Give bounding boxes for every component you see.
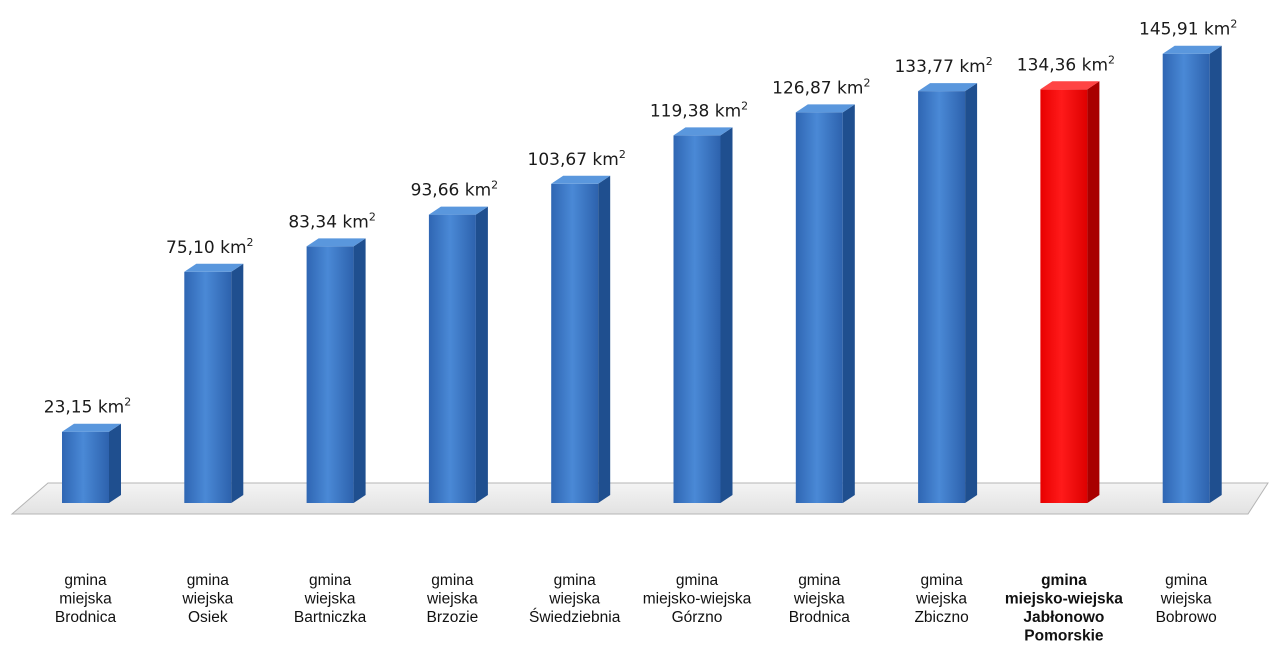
bar <box>62 431 109 503</box>
data-label: 83,34 km2 <box>288 210 375 232</box>
bar-side <box>720 127 733 503</box>
data-label: 103,67 km2 <box>528 148 626 170</box>
bar-top <box>551 175 611 184</box>
tick-label: gmina wiejska Świedziebnia <box>529 572 621 626</box>
bar-side <box>475 206 488 504</box>
bar-side <box>353 238 366 504</box>
data-label: 119,38 km2 <box>650 99 748 121</box>
tick-label: gmina miejsko-wiejska Jabłonowo Pomorskie <box>1005 572 1123 645</box>
bar-group <box>1162 45 1222 504</box>
bar-side <box>231 263 244 503</box>
tick-label: gmina miejsko-wiejska Górzno <box>643 572 752 626</box>
bar-top <box>306 238 366 247</box>
tick-label: gmina wiejska Bobrowo <box>1156 572 1217 626</box>
data-label: 145,91 km2 <box>1139 18 1237 40</box>
bar-group <box>428 206 488 504</box>
tick-label: gmina wiejska Bartniczka <box>294 572 367 626</box>
bar-group <box>795 104 855 503</box>
bar-top <box>1162 45 1222 54</box>
data-label: 93,66 km2 <box>411 179 498 201</box>
bar-top <box>1040 81 1100 90</box>
bar-top <box>673 127 733 136</box>
bar-top <box>184 263 244 272</box>
bar-side <box>1209 45 1222 504</box>
bar-group <box>918 83 978 504</box>
bar-side <box>1087 81 1100 504</box>
bar-group <box>551 175 611 504</box>
bar <box>184 271 232 503</box>
bar <box>428 214 476 504</box>
bar <box>551 183 599 504</box>
bar-group <box>62 423 121 503</box>
tick-label: gmina wiejska Brodnica <box>789 572 851 626</box>
data-label: 134,36 km2 <box>1017 53 1115 75</box>
bar <box>918 91 966 504</box>
bar-side <box>842 104 855 503</box>
bar-top <box>795 104 855 113</box>
bar-top <box>428 206 488 215</box>
bar-group <box>673 127 733 503</box>
tick-label: gmina miejska Brodnica <box>55 572 117 626</box>
bar-group <box>184 263 244 503</box>
bar <box>306 246 354 504</box>
bar-side <box>109 423 121 503</box>
bar-group <box>1040 81 1100 504</box>
bar-side <box>598 175 611 504</box>
bar-top <box>918 83 978 92</box>
bar <box>795 112 843 503</box>
bar <box>1040 89 1088 504</box>
data-label: 23,15 km2 <box>44 396 131 418</box>
data-label: 133,77 km2 <box>894 55 992 77</box>
data-label: 126,87 km2 <box>772 76 870 98</box>
bar-side <box>965 83 978 504</box>
data-label: 75,10 km2 <box>166 236 253 258</box>
bar-top <box>62 423 121 432</box>
tick-label: gmina wiejska Osiek <box>181 572 233 626</box>
bar <box>673 135 721 503</box>
bar-group <box>306 238 366 504</box>
bar <box>1162 53 1210 504</box>
tick-label: gmina wiejska Zbiczno <box>914 572 968 626</box>
tick-label: gmina wiejska Brzozie <box>426 572 478 626</box>
